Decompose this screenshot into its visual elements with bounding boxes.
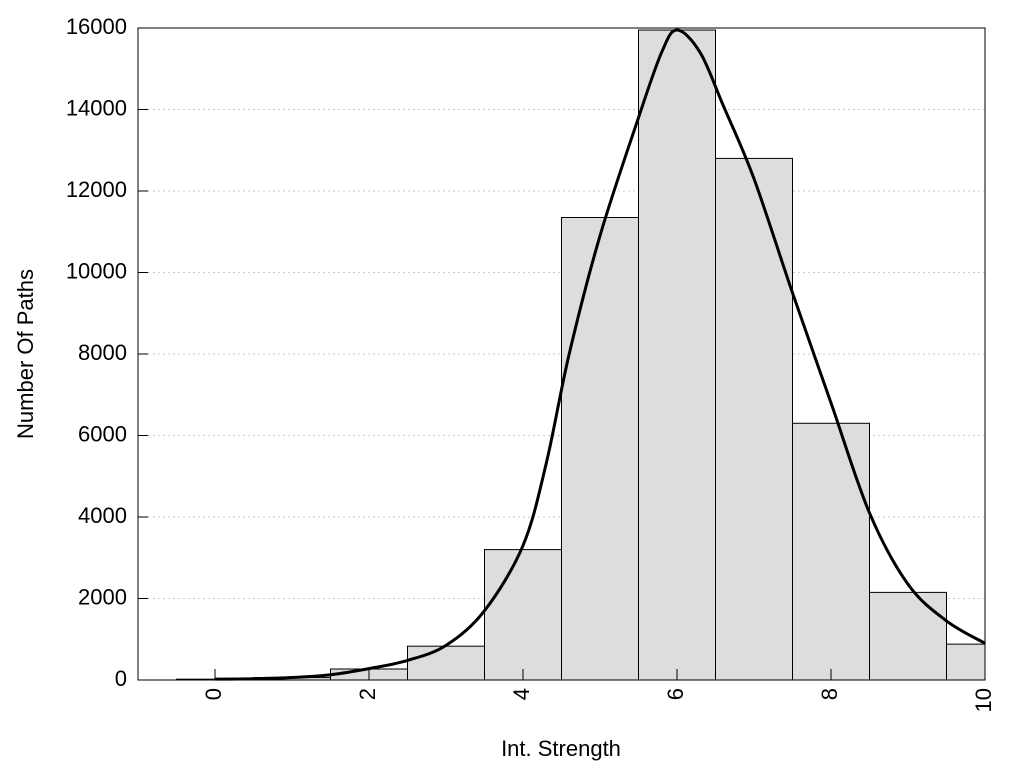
y-tick-label: 4000 (78, 503, 127, 528)
x-tick-label: 4 (509, 688, 534, 700)
histogram-bar (561, 216, 639, 681)
histogram-bar (484, 549, 562, 681)
y-tick-label: 6000 (78, 421, 127, 446)
histogram-bar (638, 29, 716, 681)
y-tick-label: 10000 (66, 258, 127, 283)
x-tick-label: 10 (971, 688, 996, 712)
bars (176, 29, 986, 681)
y-tick-label: 2000 (78, 584, 127, 609)
y-tick-label: 14000 (66, 95, 127, 120)
y-tick-label: 12000 (66, 177, 127, 202)
y-axis-ticks: 0 2000 4000 6000 8000 10000 12000 14000 16000 (66, 14, 148, 691)
y-tick-label: 0 (115, 666, 127, 691)
x-axis-label: Int. Strength (501, 736, 621, 761)
density-curve (214, 28, 986, 681)
curve-line (214, 28, 986, 681)
x-axis-ticks: 0 2 4 6 8 10 (201, 669, 996, 712)
x-tick-label: 0 (201, 688, 226, 700)
x-tick-label: 2 (355, 688, 380, 700)
histogram-bar (946, 643, 986, 681)
histogram-bar (715, 157, 793, 681)
histogram-bar (869, 591, 947, 681)
x-tick-label: 6 (663, 688, 688, 700)
y-tick-label: 8000 (78, 340, 127, 365)
histogram-bar (792, 422, 870, 681)
y-tick-label: 16000 (66, 14, 127, 39)
histogram-bar (407, 645, 485, 681)
x-tick-label: 8 (817, 688, 842, 700)
y-axis-label: Number Of Paths (13, 269, 38, 439)
